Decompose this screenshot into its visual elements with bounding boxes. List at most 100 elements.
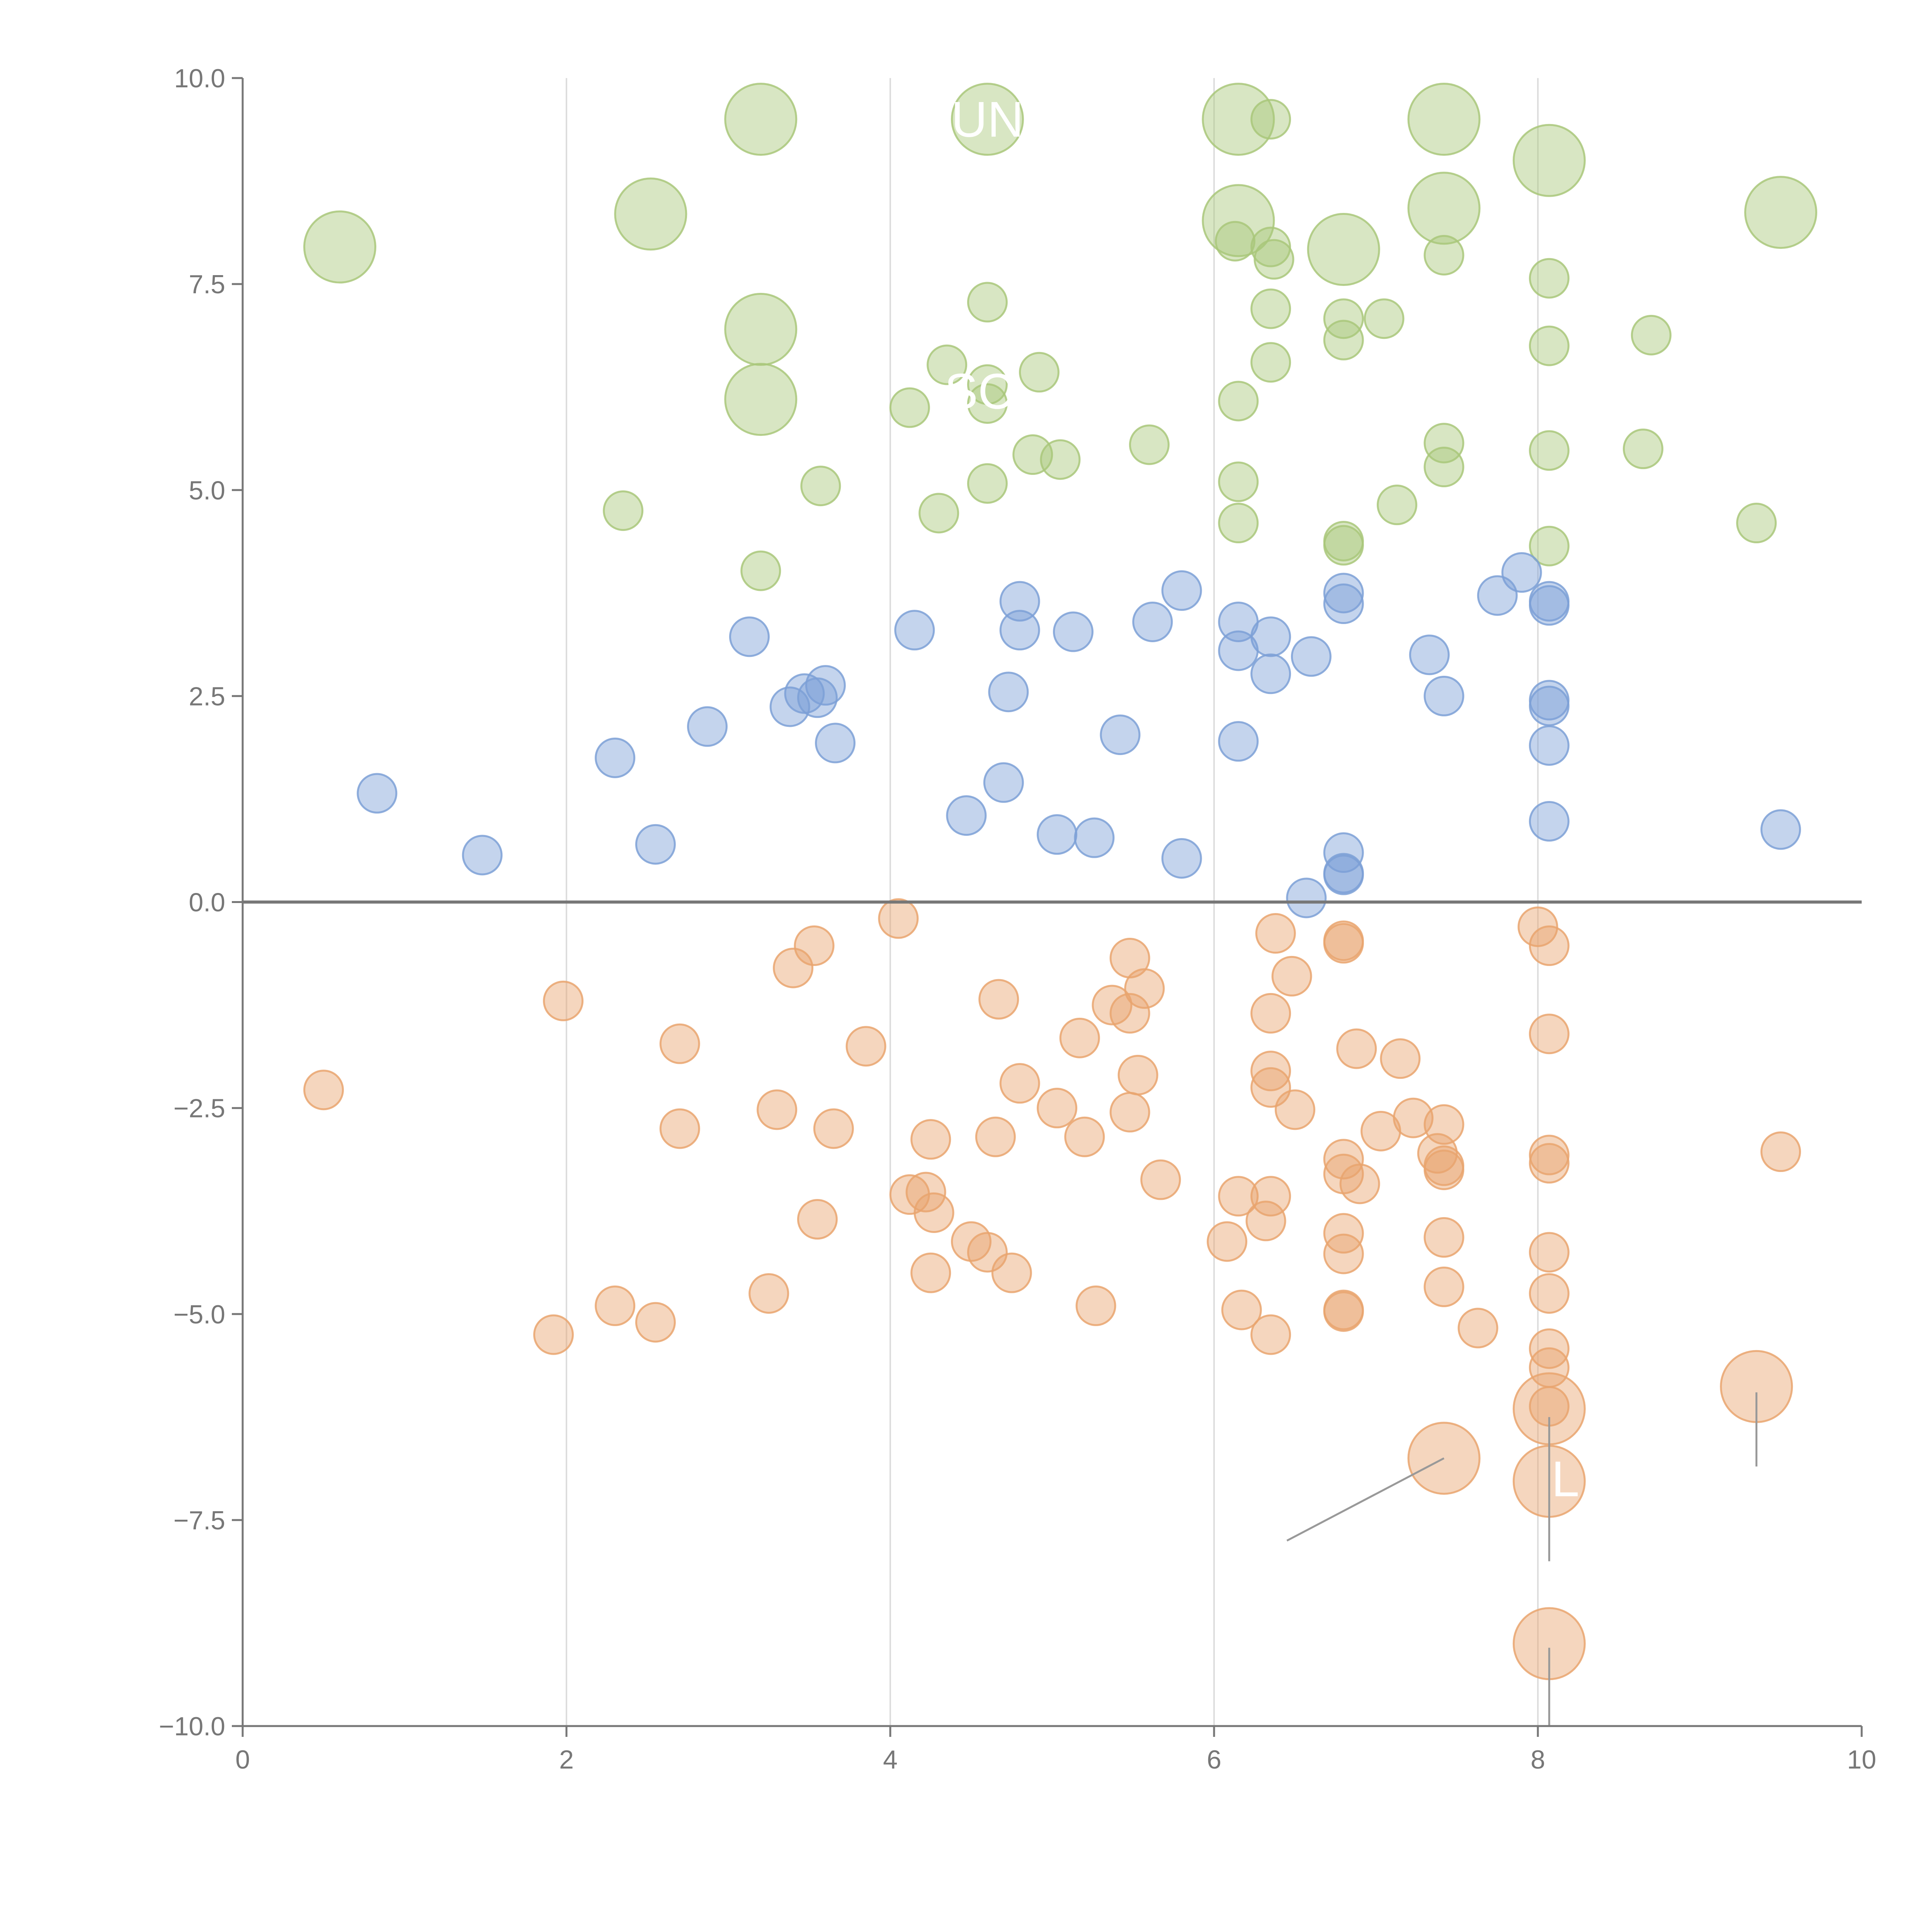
bubble-green	[1218, 381, 1259, 422]
bubble-orange	[797, 1199, 838, 1240]
bubble-orange	[1380, 1038, 1421, 1079]
bubble-orange	[910, 1119, 951, 1160]
bubble-green	[1250, 99, 1291, 140]
bubble-orange	[1529, 1143, 1570, 1184]
bubble-orange	[659, 1108, 700, 1149]
tick-labels: 0 2 4 6 8 10 10.0 7.5 5.0 2.5 0.0 −2.5 −5.0 −7.5 −10.0	[159, 64, 1876, 1774]
bubble-blue	[1760, 809, 1801, 850]
bubble-orange	[1221, 1289, 1262, 1330]
bubble-orange	[595, 1285, 636, 1326]
bubble-green	[1307, 213, 1380, 286]
bubble-orange	[845, 1026, 886, 1067]
bubble-orange	[1529, 1273, 1570, 1314]
bubble-green	[1202, 83, 1275, 156]
bubble-orange	[1255, 913, 1296, 954]
y-tick-label: −5.0	[173, 1300, 225, 1329]
bubble-orange	[1037, 1088, 1078, 1129]
bubble-green	[603, 490, 644, 531]
bubble-green	[951, 83, 1024, 156]
bubble-green	[927, 344, 968, 385]
bubble-blue	[894, 610, 935, 651]
bubble-green	[918, 493, 959, 534]
bubble-green	[724, 83, 798, 156]
bubble-orange	[813, 1108, 854, 1149]
bubble-green	[1407, 172, 1481, 245]
y-tick-label: −10.0	[159, 1712, 225, 1741]
bubble-green	[1407, 83, 1481, 156]
bubble-blue	[1074, 817, 1115, 858]
bubble-orange	[543, 980, 584, 1021]
bubble-orange	[1109, 993, 1150, 1034]
bubble-green	[1736, 503, 1777, 544]
bubble-green	[1529, 325, 1570, 366]
bubble-orange	[1245, 1201, 1286, 1242]
bubble-blue	[1529, 685, 1570, 726]
bubble-orange	[1323, 1213, 1364, 1254]
bubble-blue	[983, 762, 1024, 803]
bubble-blue	[1161, 570, 1202, 611]
bubble-orange	[1218, 1176, 1259, 1217]
bubble-green	[1376, 485, 1417, 526]
bubble-green	[1323, 298, 1364, 339]
bubble-orange	[1323, 1233, 1364, 1274]
bubble-green	[1622, 429, 1663, 469]
bubble-green	[967, 282, 1008, 323]
bubble-green	[724, 363, 798, 436]
bubble-orange	[913, 1192, 954, 1233]
bubble-orange	[635, 1302, 676, 1343]
x-tick-label: 4	[883, 1745, 898, 1774]
bubble-orange	[794, 925, 835, 966]
bubble-orange	[1250, 1314, 1291, 1355]
bubble-blue	[1477, 575, 1518, 616]
bubble-orange	[1064, 1116, 1105, 1157]
bubble-green	[1323, 320, 1364, 361]
bubble-orange	[999, 1063, 1040, 1104]
bubble-green	[1214, 221, 1255, 262]
bubble-blue	[988, 672, 1029, 713]
bubble-orange	[1275, 1089, 1315, 1130]
bubble-green	[967, 463, 1008, 504]
bubble-orange	[1361, 1111, 1401, 1151]
bubble-orange	[1109, 938, 1150, 979]
bubble-green	[1129, 424, 1170, 465]
bubble-orange	[748, 1273, 789, 1314]
bubble-blue	[462, 835, 503, 876]
bubble-green	[740, 550, 781, 591]
bubble-green	[1202, 184, 1275, 257]
y-tick-label: 10.0	[174, 64, 225, 93]
bubble-blue	[999, 581, 1040, 622]
bubble-orange	[1423, 1217, 1464, 1258]
bubble-orange	[1336, 1028, 1377, 1069]
bubble-orange	[1417, 1133, 1458, 1174]
bubble-green	[1423, 423, 1464, 464]
bubble-green	[1744, 176, 1817, 249]
bubble-blue	[805, 665, 846, 706]
x-tick-label: 10	[1847, 1745, 1876, 1774]
bubble-orange	[1250, 1051, 1291, 1092]
bubble-green	[1529, 526, 1570, 566]
bubble-orange	[1529, 1232, 1570, 1273]
bubble-orange	[1207, 1221, 1248, 1262]
bubble-blue	[999, 610, 1040, 651]
bubble-orange	[991, 1252, 1032, 1293]
bubble-green	[1250, 342, 1291, 383]
bubble-orange	[1760, 1131, 1801, 1172]
bubble-orange	[533, 1314, 574, 1355]
bubble-orange	[1529, 1014, 1570, 1054]
bubble-orange	[878, 898, 919, 939]
bubble-blue	[1250, 653, 1291, 694]
bubble-label: L	[1551, 1451, 1579, 1507]
bubble-orange	[1271, 956, 1312, 997]
bubble-orange	[757, 1089, 798, 1130]
bubble-blue	[946, 795, 987, 836]
bubble-orange	[1250, 1176, 1291, 1217]
bubble-blue	[687, 706, 728, 747]
bubble-orange	[1124, 968, 1165, 1009]
bubble-green	[800, 466, 841, 507]
x-tick-label: 8	[1531, 1745, 1545, 1774]
bubble-blue	[595, 737, 636, 778]
bubble-orange	[1517, 906, 1558, 947]
bubble-blue	[1132, 601, 1173, 642]
bubble-layer	[303, 83, 1817, 1680]
